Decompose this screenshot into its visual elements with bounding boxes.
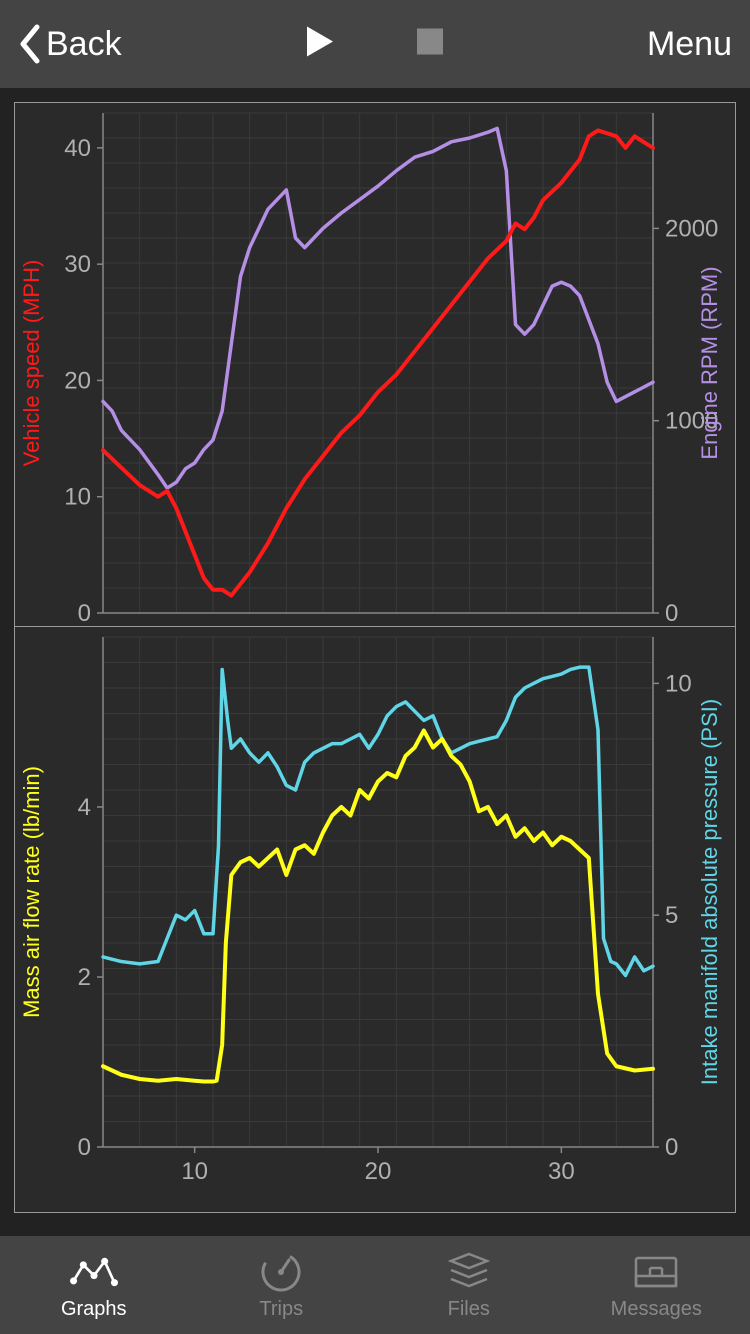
play-icon (305, 25, 335, 59)
svg-text:0: 0 (78, 1134, 91, 1161)
tab-files-label: Files (448, 1298, 490, 1321)
svg-text:10: 10 (665, 670, 692, 697)
svg-text:4: 4 (78, 794, 91, 821)
tab-graphs-label: Graphs (61, 1298, 127, 1321)
back-button[interactable]: Back (18, 24, 122, 64)
chart-panel-top[interactable]: 010203040010002000Vehicle speed (MPH)Eng… (14, 102, 736, 627)
svg-text:0: 0 (78, 600, 91, 626)
svg-text:10: 10 (64, 484, 91, 511)
chart-top-svg: 010203040010002000Vehicle speed (MPH)Eng… (15, 103, 735, 626)
tab-files[interactable]: Files (375, 1250, 563, 1321)
tab-messages[interactable]: Messages (563, 1250, 750, 1321)
svg-text:20: 20 (64, 367, 91, 394)
stop-button[interactable] (415, 27, 445, 62)
tabbar: Graphs Trips Files (0, 1236, 750, 1334)
menu-label: Menu (647, 25, 732, 63)
svg-text:2000: 2000 (665, 215, 718, 242)
menu-button[interactable]: Menu (647, 25, 732, 64)
svg-text:40: 40 (64, 135, 91, 162)
back-chevron-icon (18, 24, 40, 64)
svg-text:20: 20 (365, 1158, 392, 1185)
charts-area: 0 10 20 30 40 0 10 0 0 2000 Vehicle speed (MPH) Eng… (0, 88, 750, 1236)
tab-messages-label: Messages (611, 1298, 702, 1321)
files-icon (445, 1250, 493, 1294)
svg-text:0: 0 (665, 600, 678, 626)
tab-trips-label: Trips (259, 1298, 303, 1321)
svg-text:Vehicle speed (MPH): Vehicle speed (MPH) (19, 260, 44, 467)
svg-text:Intake manifold absolute press: Intake manifold absolute pressure (PSI) (697, 699, 722, 1085)
tab-trips[interactable]: Trips (188, 1250, 376, 1321)
svg-text:2: 2 (78, 964, 91, 991)
trips-icon (257, 1250, 305, 1294)
chart-panel-bottom[interactable]: 0 2 4 0 5 10 10 20 30 Mass air flow rate (lb/min)… (14, 627, 736, 1213)
messages-icon (632, 1250, 680, 1294)
svg-text:Engine RPM (RPM): Engine RPM (RPM) (697, 266, 722, 459)
play-button[interactable] (305, 25, 335, 64)
svg-text:10: 10 (181, 1158, 208, 1185)
back-label: Back (46, 25, 122, 64)
svg-text:30: 30 (548, 1158, 575, 1185)
playback-controls (305, 25, 445, 64)
chart-bottom-svg: 0 2 4 0 5 10 10 20 30 Mass air flow rate (lb/min)… (15, 627, 735, 1212)
stop-icon (415, 27, 445, 57)
svg-text:0: 0 (665, 1134, 678, 1161)
svg-text:30: 30 (64, 251, 91, 278)
tab-graphs[interactable]: Graphs (0, 1250, 188, 1321)
svg-text:Mass air flow rate (lb/min): Mass air flow rate (lb/min) (19, 766, 44, 1018)
navbar: Back Menu (0, 0, 750, 88)
svg-text:5: 5 (665, 902, 678, 929)
graphs-icon (70, 1250, 118, 1294)
